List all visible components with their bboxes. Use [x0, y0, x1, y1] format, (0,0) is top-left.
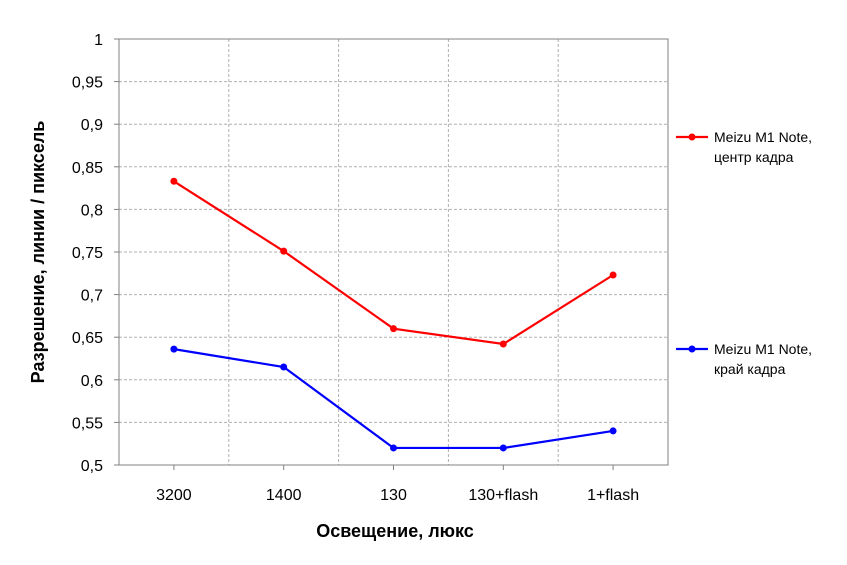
data-point	[499, 340, 507, 348]
legend-label: центр кадра	[714, 149, 794, 165]
x-tick-label: 130	[380, 487, 407, 504]
series-line	[173, 180, 614, 346]
x-tick-label: 1400	[266, 487, 302, 504]
data-point	[609, 271, 617, 279]
data-point	[499, 444, 507, 452]
y-tick-label: 0,7	[81, 288, 103, 305]
y-axis-title: Разрешение, линии / пиксель	[28, 121, 48, 384]
data-point	[390, 325, 397, 333]
grid	[119, 39, 668, 465]
y-tick-label: 1	[94, 32, 103, 49]
data-point	[390, 444, 397, 452]
data-point	[170, 345, 178, 353]
y-tick-label: 0,55	[72, 415, 103, 432]
y-tick-label: 0,5	[81, 458, 103, 475]
y-tick-label: 0,9	[81, 117, 103, 134]
legend-swatch-marker	[688, 133, 696, 141]
x-tick-label: 130+flash	[468, 487, 538, 504]
y-tick-label: 0,85	[72, 160, 103, 177]
legend-swatch-marker	[688, 345, 696, 353]
legend-label: край кадра	[714, 361, 786, 377]
data-point	[170, 177, 178, 185]
x-tick-label: 3200	[156, 487, 192, 504]
series-line	[173, 348, 614, 450]
data-point	[280, 247, 288, 255]
legend-label: Meizu M1 Note,	[714, 129, 812, 145]
y-tick-label: 0,95	[72, 75, 103, 92]
legend-label: Meizu M1 Note,	[714, 341, 812, 357]
y-tick-label: 0,6	[81, 373, 103, 390]
x-tick-label: 1+flash	[587, 487, 639, 504]
y-tick-label: 0,65	[72, 330, 103, 347]
data-point	[609, 427, 617, 435]
x-axis-title: Освещение, люкс	[316, 521, 474, 541]
data-point	[280, 363, 288, 371]
y-tick-label: 0,8	[81, 202, 103, 219]
y-tick-label: 0,75	[72, 245, 103, 262]
